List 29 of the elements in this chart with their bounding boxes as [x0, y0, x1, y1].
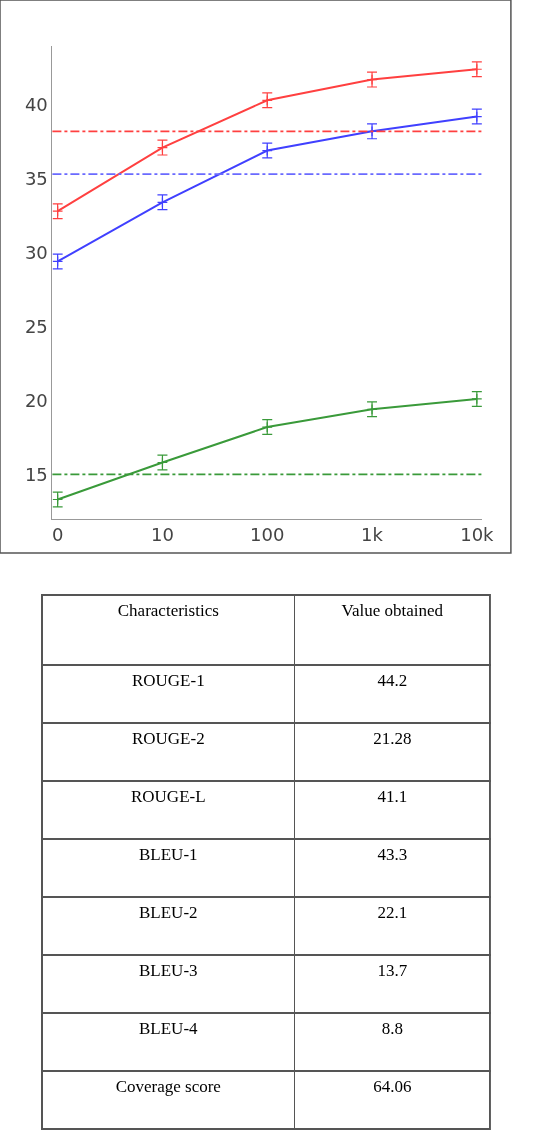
- data-label: 41.1: [377, 786, 408, 806]
- category-label: ROUGE-L: [130, 786, 206, 806]
- data-label: 22.1: [377, 902, 408, 922]
- text: Value obtained: [341, 600, 444, 620]
- y-tick-label: 20: [24, 389, 48, 411]
- category-label: Coverage score: [115, 1076, 221, 1096]
- data-label: 13.7: [377, 960, 408, 980]
- x-tick-label: 1k: [361, 524, 384, 546]
- y-tick-label: 30: [24, 241, 48, 263]
- category-label: ROUGE-2: [131, 728, 205, 748]
- category-label: BLEU-2: [139, 902, 198, 922]
- data-label: 8.8: [381, 1018, 403, 1038]
- x-tick-label: 10k: [460, 524, 495, 546]
- y-tick-label: 15: [24, 463, 48, 485]
- y-tick-label: 40: [24, 94, 48, 116]
- x-tick-label: 0: [51, 524, 64, 546]
- data-label: 21.28: [373, 728, 412, 748]
- category-label: ROUGE-1: [131, 670, 205, 690]
- y-tick-label: 25: [24, 315, 48, 337]
- data-label: 43.3: [377, 844, 408, 864]
- x-tick-label: 10: [150, 524, 174, 546]
- category-label: BLEU-4: [139, 1018, 199, 1038]
- data-label: 64.06: [373, 1076, 412, 1096]
- y-tick-label: 35: [24, 167, 48, 189]
- text: Characteristics: [117, 600, 219, 620]
- x-tick-label: 100: [250, 524, 285, 546]
- data-label: 44.2: [377, 670, 408, 690]
- category-label: BLEU-1: [139, 844, 198, 864]
- category-label: BLEU-3: [139, 960, 198, 980]
